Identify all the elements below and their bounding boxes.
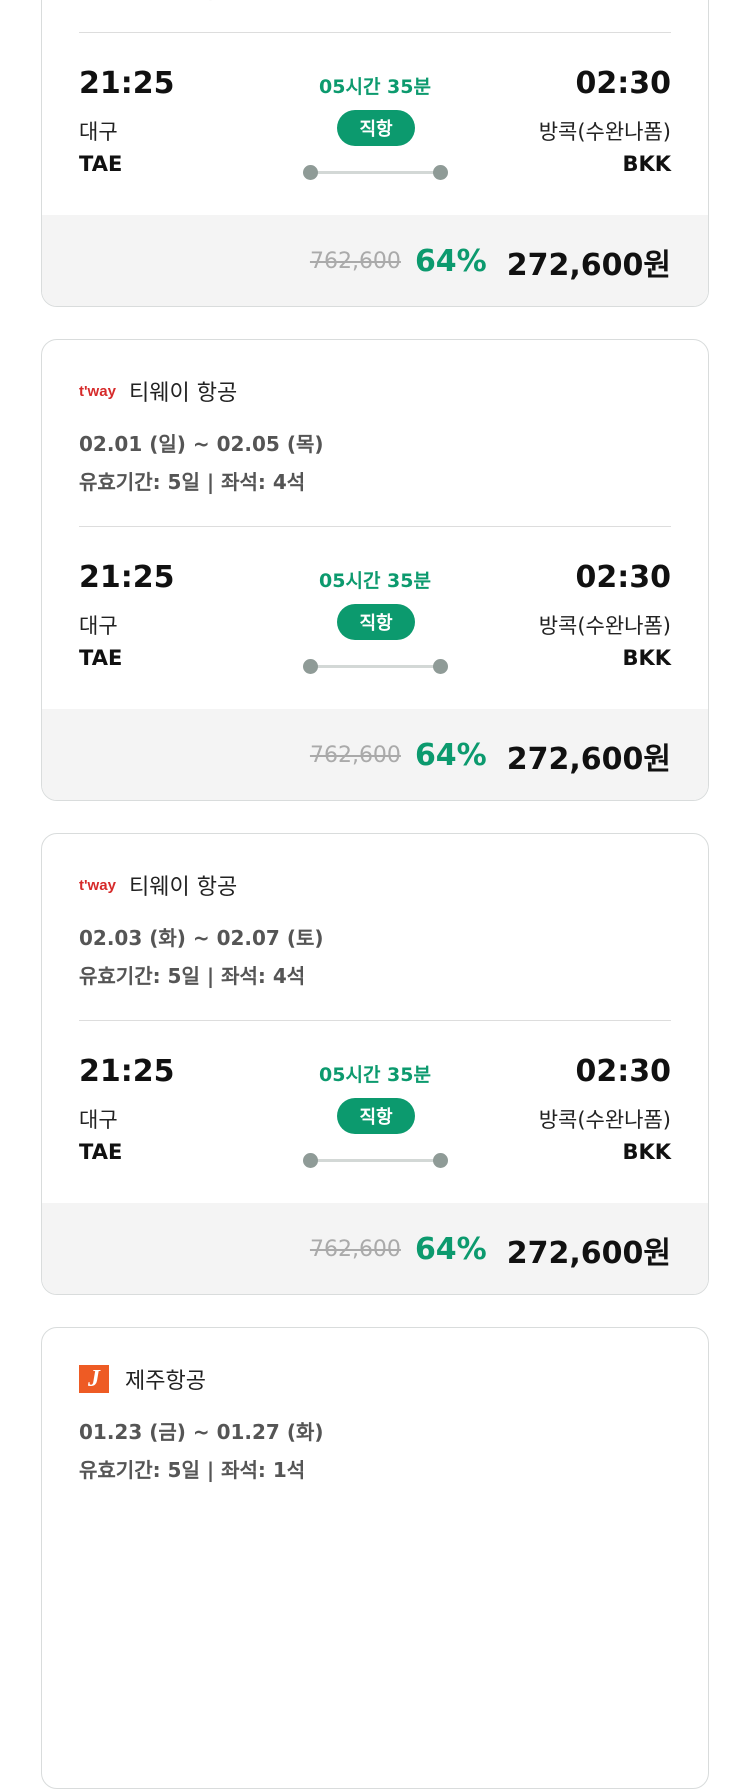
destination-dot [433, 659, 448, 674]
validity-seats: 유효기간: 5일 | 좌석: 4석 [79, 0, 305, 1]
jeju-air-logo: J [79, 1365, 109, 1393]
flight-duration: 05시간 35분 [319, 1064, 431, 1086]
departure-time: 21:25 [79, 560, 175, 595]
flight-card[interactable]: J 제주항공 01.23 (금) ~ 01.27 (화) 유효기간: 5일 | 좌… [41, 1327, 709, 1789]
travel-dates: 02.03 (화) ~ 02.07 (토) [79, 926, 324, 950]
discount-rate: 64% [414, 244, 487, 279]
origin-dot [303, 165, 318, 180]
travel-dates: 02.01 (일) ~ 02.05 (목) [79, 432, 324, 456]
destination-dot [433, 165, 448, 180]
departure-city: 대구 [79, 120, 118, 144]
departure-city: 대구 [79, 614, 118, 638]
route-line [310, 171, 441, 174]
departure-time: 21:25 [79, 1054, 175, 1089]
price-bar: 762,600 64% 272,600원 [42, 215, 708, 306]
tway-logo: t'way [79, 382, 116, 400]
airline-row: t'way 티웨이 항공 [79, 870, 237, 900]
airline-name: 티웨이 항공 [129, 875, 238, 900]
original-price: 762,600 [309, 249, 401, 274]
arrival-code: BKK [622, 1140, 671, 1164]
divider [79, 526, 671, 527]
arrival-time: 02:30 [575, 1054, 672, 1089]
departure-code: TAE [79, 152, 123, 176]
departure-city: 대구 [79, 1108, 118, 1132]
discount-rate: 64% [414, 738, 487, 773]
validity-seats: 유효기간: 5일 | 좌석: 4석 [79, 964, 306, 988]
original-price: 762,600 [309, 1237, 401, 1262]
validity-seats: 유효기간: 5일 | 좌석: 4석 [79, 470, 306, 494]
arrival-city: 방콕(수완나폼) [538, 1108, 671, 1132]
flight-card[interactable]: t'way 티웨이 항공 02.01 (일) ~ 02.05 (목) 유효기간: … [41, 339, 709, 801]
airline-name: 티웨이 항공 [129, 381, 238, 406]
route-line [310, 1159, 441, 1162]
direct-badge: 직항 [337, 110, 415, 146]
final-price: 272,600원 [506, 247, 671, 283]
price-bar: 762,600 64% 272,600원 [42, 709, 708, 800]
divider [79, 1020, 671, 1021]
direct-badge: 직항 [337, 604, 415, 640]
travel-dates: 01.23 (금) ~ 01.27 (화) [79, 1420, 324, 1444]
arrival-time: 02:30 [575, 560, 672, 595]
arrival-code: BKK [622, 152, 671, 176]
departure-code: TAE [79, 646, 123, 670]
final-price: 272,600원 [506, 1235, 671, 1271]
flight-duration: 05시간 35분 [319, 570, 431, 592]
tway-logo: t'way [79, 876, 116, 894]
origin-dot [303, 1153, 318, 1168]
arrival-city: 방콕(수완나폼) [538, 120, 671, 144]
airline-name: 제주항공 [125, 1369, 206, 1394]
origin-dot [303, 659, 318, 674]
flight-duration: 05시간 35분 [319, 76, 431, 98]
validity-seats: 유효기간: 5일 | 좌석: 1석 [79, 1458, 306, 1482]
departure-time: 21:25 [79, 66, 175, 101]
original-price: 762,600 [309, 743, 401, 768]
divider [79, 32, 671, 33]
flight-card[interactable]: t'way 티웨이 항공 02.03 (화) ~ 02.07 (토) 유효기간: … [41, 833, 709, 1295]
arrival-code: BKK [622, 646, 671, 670]
discount-rate: 64% [414, 1232, 487, 1267]
final-price: 272,600원 [506, 741, 671, 777]
arrival-city: 방콕(수완나폼) [538, 614, 671, 638]
price-bar: 762,600 64% 272,600원 [42, 1203, 708, 1294]
route-line [310, 665, 441, 668]
airline-row: J 제주항공 [79, 1364, 206, 1394]
destination-dot [433, 1153, 448, 1168]
departure-code: TAE [79, 1140, 123, 1164]
arrival-time: 02:30 [575, 66, 672, 101]
airline-row: t'way 티웨이 항공 [79, 376, 237, 406]
direct-badge: 직항 [337, 1098, 415, 1134]
